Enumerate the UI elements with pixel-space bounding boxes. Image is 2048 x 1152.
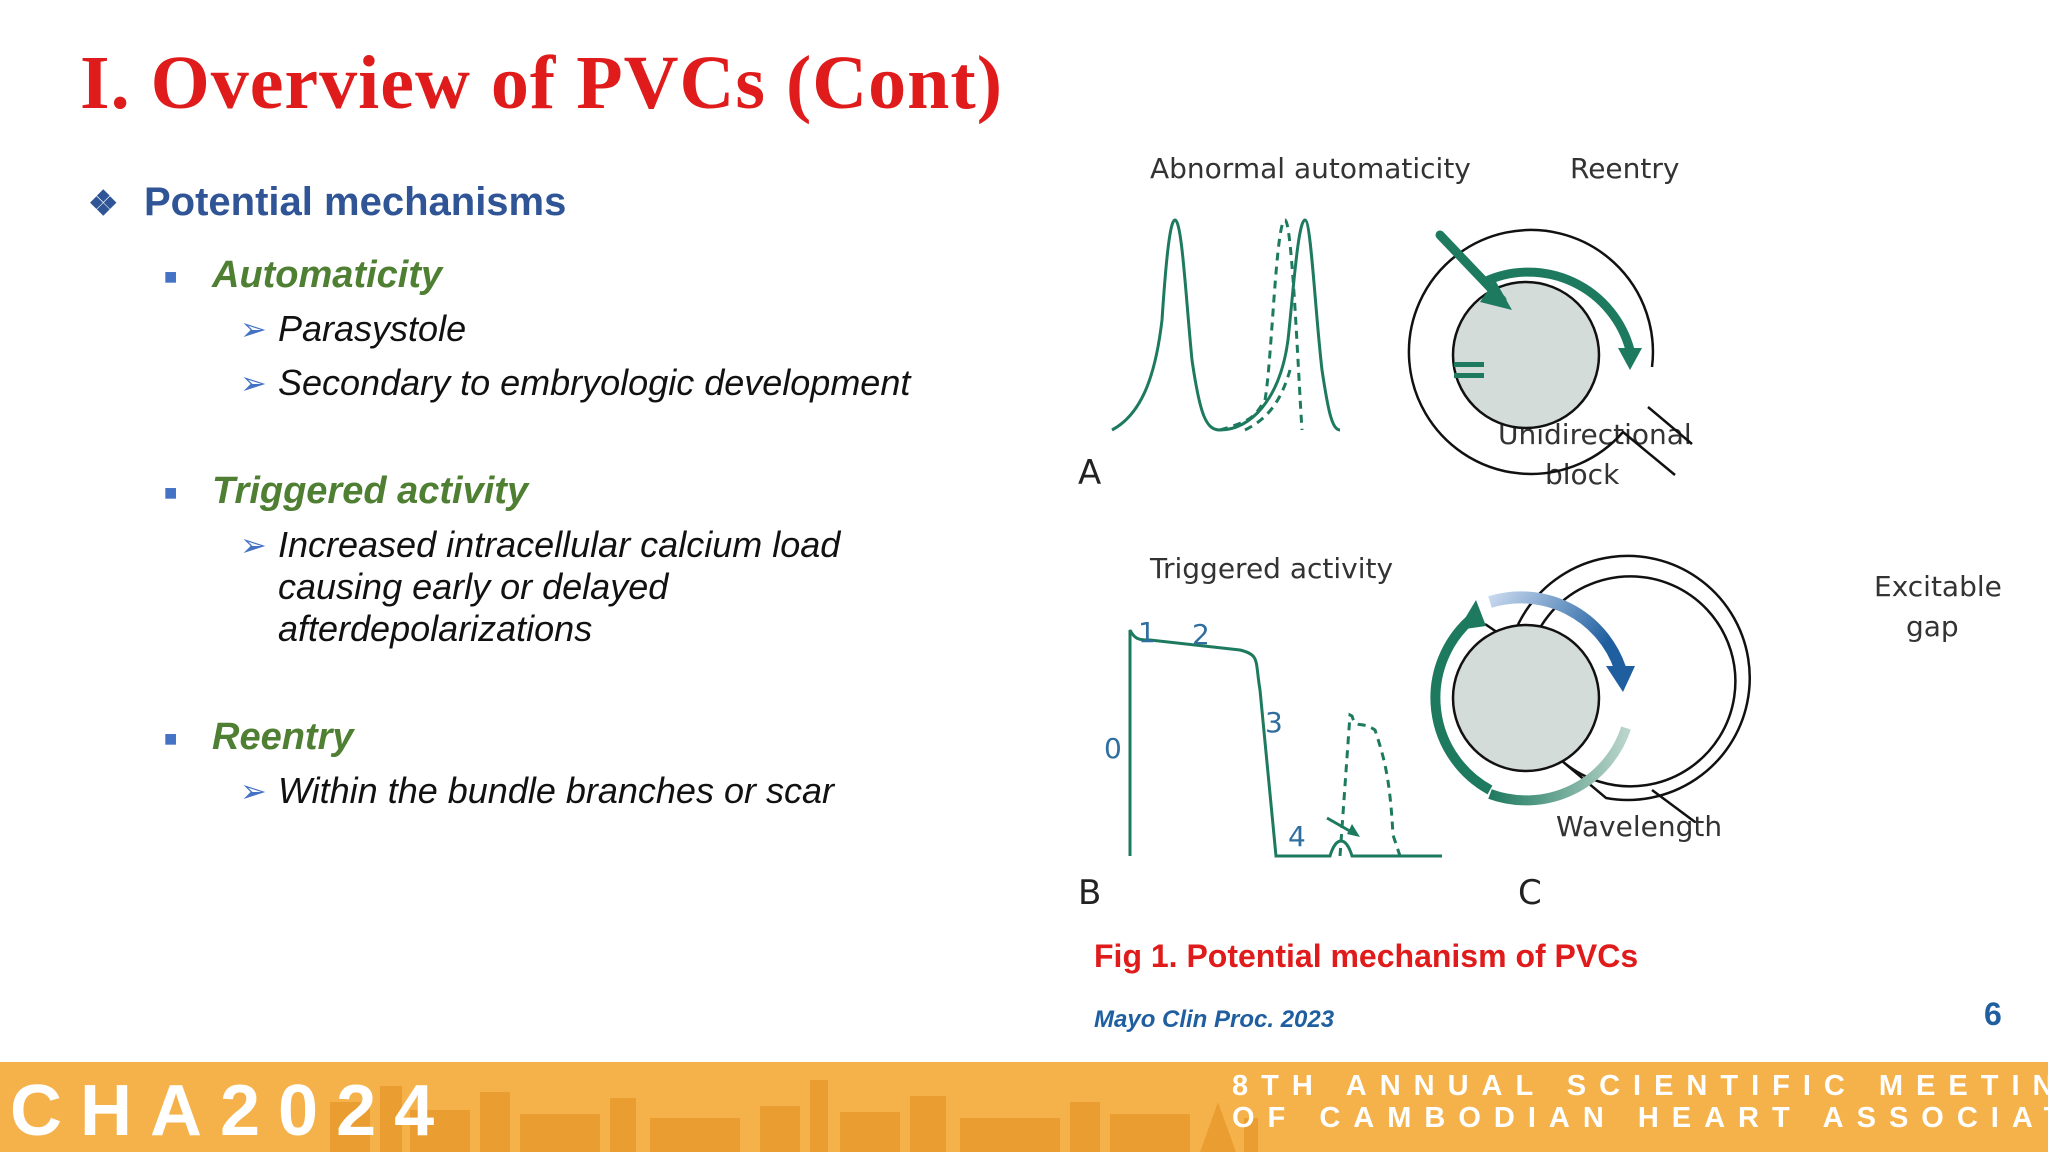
banner-line-2: OF CAMBODIAN HEART ASSOCIATION: [1232, 1102, 2048, 1134]
wavelength-label: Wavelength: [1556, 810, 1722, 843]
banner-line-1: 8TH ANNUAL SCIENTIFIC MEETING: [1232, 1070, 2048, 1102]
panel-a-title: Abnormal automaticity: [1150, 152, 1471, 185]
page-number: 6: [1984, 996, 2002, 1032]
cha2024-logo: CHA2024: [10, 1071, 453, 1151]
figure-caption: Fig 1. Potential mechanism of PVCs: [1094, 938, 1639, 974]
phase-label-4: 4: [1288, 820, 1306, 853]
reentry-title: Reentry: [1570, 152, 1679, 185]
diamond-bullet-icon: ❖: [88, 185, 119, 223]
excitable-gap-label: Excitable: [1874, 570, 2002, 603]
triggered-activity-trace: [1128, 629, 1442, 858]
arrow-bullet-icon: ➢: [240, 773, 267, 809]
phase-label-2: 2: [1192, 618, 1210, 651]
list-item: ➢ Increased intracellular calcium load ca…: [240, 524, 841, 649]
square-bullet-icon: ■: [164, 479, 178, 505]
heading-text: Potential mechanisms: [144, 180, 567, 224]
section-reentry: ■ Reentry: [164, 716, 354, 759]
conference-banner: CHA2024 8TH ANNUAL SCIENTIFIC MEETING OF…: [0, 1062, 2048, 1152]
section-label: Automaticity: [212, 254, 443, 296]
figure-source: Mayo Clin Proc. 2023: [1094, 1006, 1335, 1033]
arrow-bullet-icon: ➢: [240, 527, 267, 563]
section-triggered-activity: ■ Triggered activity: [164, 470, 528, 513]
panel-c-letter: C: [1518, 873, 1542, 913]
square-bullet-icon: ■: [164, 263, 178, 289]
panel-b-letter: B: [1078, 873, 1101, 913]
section-label: Triggered activity: [212, 470, 529, 512]
section-automaticity: ■ Automaticity: [164, 254, 442, 297]
reentry-gap-circuit: [1430, 554, 1751, 824]
phase-label-3: 3: [1265, 706, 1283, 739]
automaticity-trace: [1111, 218, 1341, 432]
list-item: ➢ Within the bundle branches or scar: [240, 770, 834, 811]
excitable-gap-label-2: gap: [1906, 610, 1959, 643]
arrow-bullet-icon: ➢: [240, 365, 267, 401]
panel-a-letter: A: [1078, 453, 1101, 493]
slide-title: I. Overview of PVCs (Cont): [80, 41, 1004, 125]
square-bullet-icon: ■: [164, 725, 178, 751]
reentry-block-circuit: [1407, 228, 1693, 476]
arrow-bullet-icon: ➢: [240, 311, 267, 347]
mechanism-figure: Abnormal automaticity Reentry Unidirecti…: [1078, 152, 2002, 913]
phase-label-0: 0: [1104, 732, 1122, 765]
phase-label-1: 1: [1138, 616, 1156, 649]
panel-b-title: Triggered activity: [1149, 552, 1393, 585]
heading-potential-mechanisms: ❖ Potential mechanisms: [88, 180, 566, 225]
section-label: Reentry: [212, 716, 354, 758]
list-item: ➢ Secondary to embryologic development: [240, 362, 911, 403]
city-skyline-decoration: [330, 1080, 1258, 1152]
list-item: ➢ Parasystole: [240, 308, 467, 349]
